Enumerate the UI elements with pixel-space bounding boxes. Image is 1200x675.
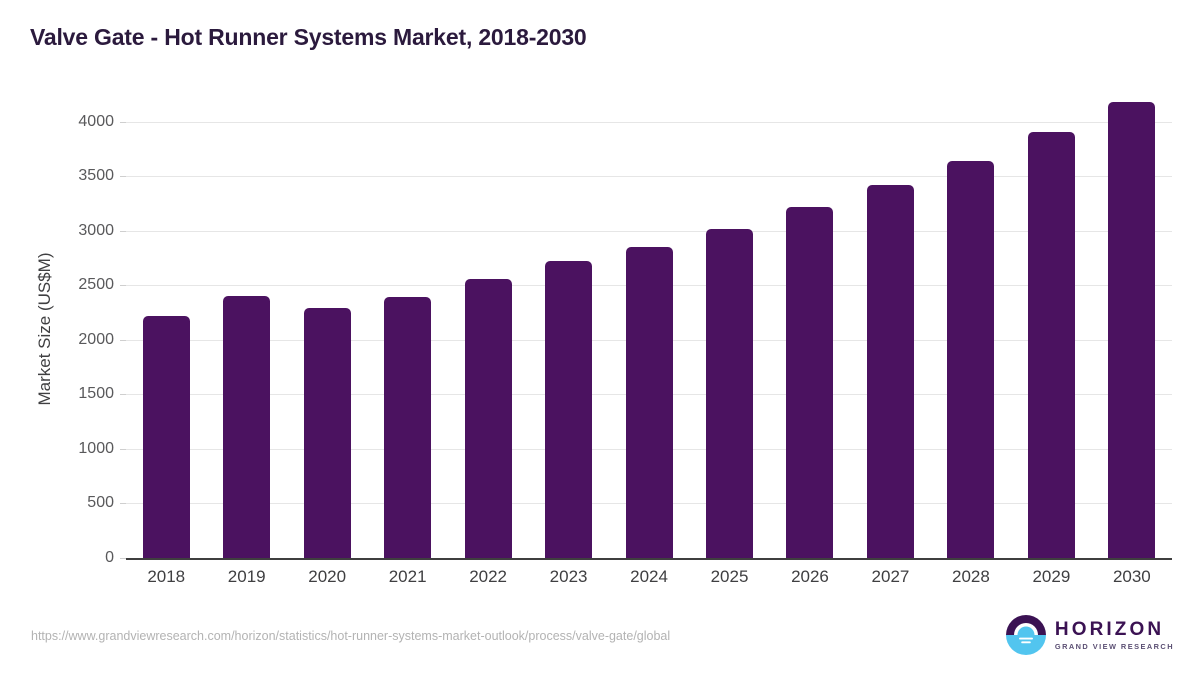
x-axis-tick-label: 2028 [952,567,990,586]
bar-series [126,100,1172,558]
bar-slot [609,100,689,558]
bar-2025[interactable] [706,229,754,558]
bar-slot [448,100,528,558]
bar-2019[interactable] [223,296,271,558]
y-axis-tick [120,230,126,232]
y-axis-title: Market Size (US$M) [35,252,54,406]
y-axis-tick [120,558,126,559]
bar-slot [770,100,850,558]
bar-2018[interactable] [142,315,190,558]
x-axis-tick-label: 2025 [710,567,749,586]
bar-slot [1092,100,1172,558]
y-axis-tick [120,285,126,287]
y-axis-tick-label: 3000 [78,221,114,239]
brand-tagline: GRAND VIEW RESEARCH [1054,641,1174,651]
y-axis-tick-label: 500 [87,494,114,512]
brand-logo: HORIZON GRAND VIEW RESEARCH [1005,615,1174,655]
bar-2029[interactable] [1027,131,1075,558]
bar-slot [931,100,1011,558]
bar-2028[interactable] [947,160,995,558]
y-axis-tick [120,394,126,396]
y-axis-tick [120,121,126,123]
bar-slot [689,100,769,558]
y-axis-tick-label: 1000 [78,439,114,457]
bar-2022[interactable] [464,279,512,558]
plot-area: 0 500 1000 1500 2000 2500 3000 3500 4000 [78,100,1172,566]
gridline [126,230,1172,232]
x-axis-tick-label: 2022 [469,567,508,586]
bar-slot [206,100,286,558]
x-axis-tick-label: 2020 [308,567,347,586]
gridline [126,176,1172,178]
x-axis-tick-label: 2018 [147,567,186,586]
y-axis-tick-label: 4000 [78,112,114,130]
y-axis-tick [120,448,126,450]
x-axis-tick-label: 2026 [791,567,829,586]
gridline [126,121,1172,123]
bar-slot [126,100,206,558]
x-axis-tick-label: 2021 [388,567,427,586]
bar-slot [850,100,930,558]
bar-2027[interactable] [866,185,914,558]
bar-2020[interactable] [303,308,351,558]
bar-2026[interactable] [786,207,834,558]
y-axis-tick [120,176,126,178]
bar-2021[interactable] [384,296,432,558]
y-axis-tick-label: 3500 [78,167,114,185]
x-axis-tick-label: 2019 [227,567,266,586]
source-url[interactable]: https://www.grandviewresearch.com/horizo… [31,629,671,643]
x-axis-tick-label: 2030 [1112,567,1151,586]
brand-name: HORIZON [1054,618,1165,640]
y-axis-tick-label: 1500 [78,385,114,403]
page-title: Valve Gate - Hot Runner Systems Market, … [30,24,587,50]
bar-2023[interactable] [545,261,593,558]
horizon-sunrise-icon [1005,615,1046,655]
x-axis-tick-label: 2029 [1032,567,1071,586]
bar-slot [367,100,447,558]
x-axis-tick-label: 2027 [871,567,910,586]
x-axis-tick-label: 2023 [549,567,588,586]
y-axis-tick-label: 0 [105,549,114,566]
y-axis-tick-label: 2500 [78,276,114,294]
x-axis-tick-label: 2024 [630,567,668,586]
x-axis-labels: 2018 2019 2020 2021 2022 2023 2024 2025 2026 2027… [126,562,1172,592]
y-axis-tick [120,503,126,505]
y-axis-tick [120,339,126,341]
x-axis-line [126,558,1172,560]
bar-slot [287,100,367,558]
brand-text: HORIZON GRAND VIEW RESEARCH [1055,620,1174,650]
y-axis-tick-label: 2000 [78,330,114,348]
bar-slot [528,100,608,558]
bar-2030[interactable] [1108,101,1156,558]
bar-2024[interactable] [625,247,673,558]
bar-slot [1011,100,1091,558]
